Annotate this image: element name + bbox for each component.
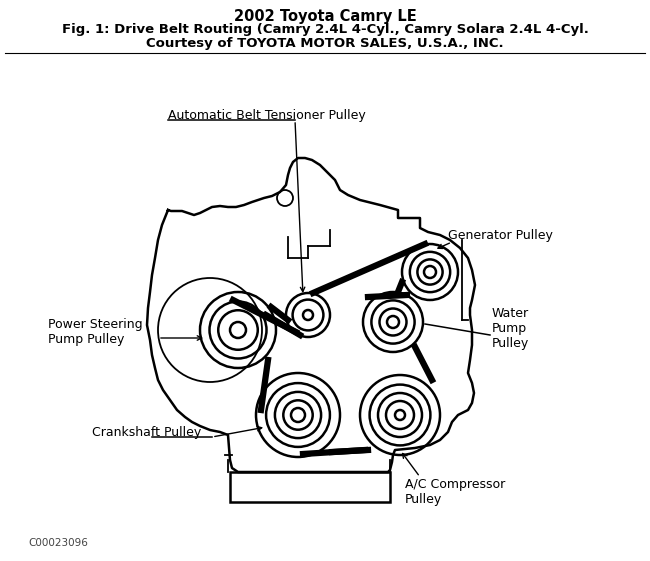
Text: Crankshaft Pulley: Crankshaft Pulley	[92, 425, 202, 439]
Bar	[230, 472, 390, 502]
Text: Fig. 1: Drive Belt Routing (Camry 2.4L 4-Cyl., Camry Solara 2.4L 4-Cyl.: Fig. 1: Drive Belt Routing (Camry 2.4L 4…	[62, 23, 588, 36]
Text: Water
Pump
Pulley: Water Pump Pulley	[492, 306, 529, 350]
Text: Automatic Belt Tensioner Pulley: Automatic Belt Tensioner Pulley	[168, 108, 366, 122]
Text: Power Steering
Pump Pulley: Power Steering Pump Pulley	[48, 318, 142, 346]
Text: 2002 Toyota Camry LE: 2002 Toyota Camry LE	[233, 9, 417, 24]
Text: Courtesy of TOYOTA MOTOR SALES, U.S.A., INC.: Courtesy of TOYOTA MOTOR SALES, U.S.A., …	[146, 37, 504, 50]
Text: Generator Pulley: Generator Pulley	[448, 228, 553, 241]
Text: C00023096: C00023096	[28, 538, 88, 548]
Text: A/C Compressor
Pulley: A/C Compressor Pulley	[405, 478, 505, 506]
